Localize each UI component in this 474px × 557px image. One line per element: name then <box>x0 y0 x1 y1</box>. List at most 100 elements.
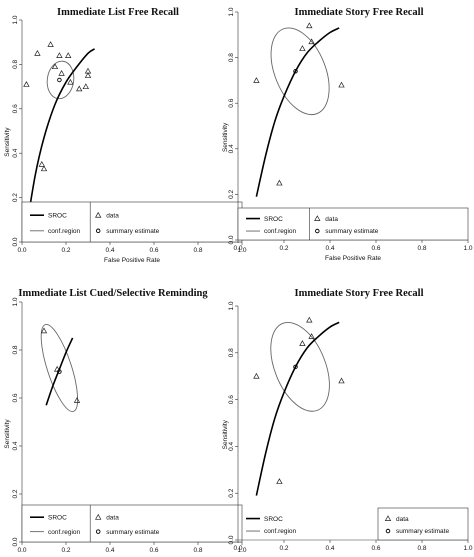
x-tick-label: 0.4 <box>105 247 114 254</box>
chart-title: Immediate Story Free Recall <box>295 7 424 18</box>
y-tick-label: 0.6 <box>12 104 19 113</box>
x-axis-label: False Positive Rate <box>104 257 160 264</box>
data-point <box>67 78 74 85</box>
confidence-region <box>46 60 75 100</box>
y-axis-label: Sensitivity <box>222 419 229 449</box>
data-point <box>308 333 315 339</box>
legend-data-swatch <box>95 211 102 218</box>
data-point <box>38 160 45 167</box>
x-tick-label: 0.8 <box>417 245 426 252</box>
summary-estimate-point <box>293 364 298 370</box>
legend-data-label: data <box>106 514 119 521</box>
plot-area <box>23 41 96 229</box>
legend-box <box>377 507 469 541</box>
summary-estimate-point <box>293 69 298 74</box>
x-tick-label: 0.0 <box>233 545 242 552</box>
x-tick-label: 1.0 <box>237 547 246 552</box>
legend-data-swatch <box>384 515 392 521</box>
x-tick-label: 0.2 <box>279 545 288 552</box>
legend-conf-label: conf.region <box>264 528 297 535</box>
confidence-region <box>40 324 79 412</box>
x-tick-label: 0.6 <box>371 545 380 552</box>
data-point <box>40 165 48 172</box>
x-tick-label: 0.8 <box>193 547 202 552</box>
legend-summary-label: summary estimate <box>106 529 159 536</box>
y-axis-label: Sensitivity <box>4 127 11 157</box>
data-point <box>253 77 260 83</box>
x-tick-label: 0.6 <box>149 547 158 552</box>
data-point <box>338 377 345 384</box>
data-point <box>56 52 63 58</box>
legend-sroc-label: SROC <box>264 516 283 523</box>
chart-title: Immediate List Free Recall <box>57 7 179 18</box>
legend-sroc-label: SROC <box>264 216 283 223</box>
legend-data-label: data <box>325 216 338 223</box>
data-point <box>51 63 59 70</box>
legend-summary-swatch <box>315 228 320 234</box>
y-axis-label: Sensitivity <box>222 122 229 152</box>
data-point <box>76 85 83 92</box>
legend: data summary estimate <box>377 507 469 541</box>
legend-box <box>21 201 243 243</box>
legend-sroc-label: SROC <box>48 212 67 219</box>
data-point <box>40 327 48 334</box>
y-tick-label: 1.0 <box>12 297 19 306</box>
data-point <box>253 372 260 379</box>
x-tick-label: 0.4 <box>325 545 334 552</box>
data-point <box>308 38 315 45</box>
x-tick-label: 0.6 <box>149 247 158 254</box>
data-point <box>338 81 345 88</box>
y-tick-label: 0.2 <box>12 489 19 498</box>
x-tick-label: 0.2 <box>279 245 288 252</box>
y-tick-label: 0.8 <box>228 53 235 62</box>
data-point <box>65 52 72 58</box>
legend-summary-swatch <box>385 528 391 534</box>
x-axis-label: False Positive Rate <box>325 255 381 262</box>
legend: SROC conf.region data summary estimate <box>237 207 469 241</box>
legend-summary-label: summary estimate <box>396 528 449 535</box>
y-tick-label: 1.0 <box>228 301 235 310</box>
data-point <box>23 81 30 87</box>
sroc-curve <box>45 337 74 406</box>
data-point <box>306 22 313 29</box>
data-point <box>82 83 89 90</box>
sroc-curve <box>255 321 340 496</box>
plot-area <box>253 22 345 197</box>
plot-area <box>40 324 81 412</box>
y-tick-label: 0.8 <box>12 60 19 69</box>
data-point <box>299 45 306 51</box>
y-tick-label: 0.0 <box>12 237 19 246</box>
x-tick-label: 1.0 <box>237 247 246 254</box>
x-tick-label: 0.6 <box>371 245 380 252</box>
legend-box <box>237 207 469 241</box>
y-tick-label: 0.4 <box>12 148 19 157</box>
chart-title: Immediate Story Free Recall <box>295 288 424 299</box>
legend-summary-label: summary estimate <box>325 228 378 235</box>
y-tick-label: 0.6 <box>12 393 19 402</box>
legend-sroc-outside: SROC conf.region <box>246 516 297 535</box>
y-tick-label: 0.0 <box>228 235 235 244</box>
legend-conf-label: conf.region <box>48 529 81 536</box>
data-point <box>58 69 65 76</box>
legend-data-label: data <box>396 516 409 523</box>
y-tick-label: 1.0 <box>12 15 19 24</box>
chart-panel-3: Immediate List Cued/Selective Reminding 0… <box>4 288 247 554</box>
data-point <box>34 49 41 56</box>
x-tick-label: 0.8 <box>417 545 426 552</box>
x-tick-label: 0.0 <box>17 247 26 254</box>
y-tick-label: 0.2 <box>228 488 235 497</box>
y-tick-label: 0.0 <box>228 535 235 544</box>
x-tick-label: 0.2 <box>61 247 70 254</box>
summary-estimate-point <box>57 77 62 83</box>
y-tick-label: 0.2 <box>12 193 19 202</box>
legend-conf-label: conf.region <box>48 228 81 235</box>
x-tick-label: 0.0 <box>233 245 242 252</box>
chart-panel-4: Immediate Story Free Recall 0.0 0.2 0.4 0.6 0… <box>222 288 473 557</box>
x-tick-label: 1.0 <box>463 245 472 252</box>
x-tick-label: 0.8 <box>193 247 202 254</box>
plot-area <box>253 316 345 496</box>
y-tick-label: 0.6 <box>228 395 235 404</box>
legend-data-label: data <box>106 212 119 219</box>
x-tick-label: 0.2 <box>61 547 70 552</box>
